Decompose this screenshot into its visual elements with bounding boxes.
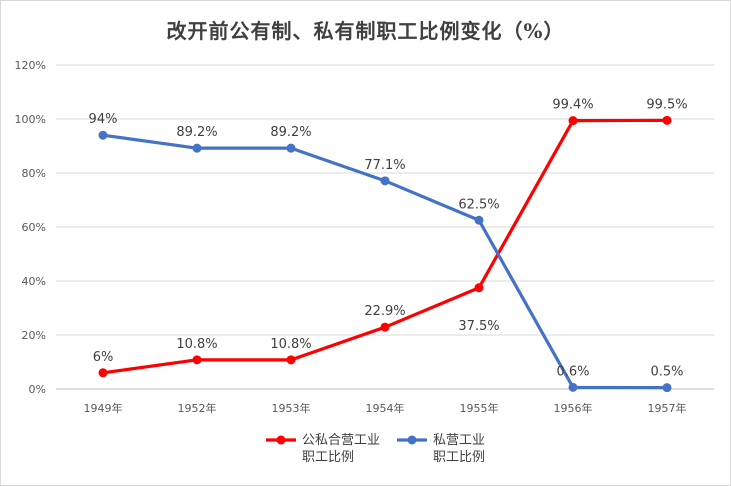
x-tick-label: 1957年 — [648, 401, 687, 415]
data-label: 99.4% — [552, 98, 593, 113]
x-axis-tick-labels: 1949年 1952年 1953年 1954年 1955年 1956年 1957年 — [84, 401, 687, 415]
y-axis-tick-labels: 0% 20% 40% 60% 80% 100% 120% — [15, 59, 46, 396]
x-tick-label: 1953年 — [272, 401, 311, 415]
data-point — [474, 215, 484, 225]
data-point — [286, 143, 296, 153]
y-tick-label: 120% — [15, 59, 46, 72]
data-point — [474, 283, 484, 293]
legend-label: 公私合营工业 — [302, 433, 380, 448]
legend-label: 私营工业 — [433, 433, 485, 448]
data-labels: 6% 10.8% 10.8% 22.9% 37.5% 99.4% 99.5% 94% 89.2%… — [89, 97, 688, 379]
data-point — [98, 368, 108, 378]
data-label: 10.8% — [270, 337, 311, 352]
x-tick-label: 1956年 — [554, 401, 593, 415]
data-label: 6% — [93, 350, 114, 365]
legend-label: 职工比例 — [302, 450, 354, 465]
series-lines — [98, 115, 672, 393]
data-label: 62.5% — [458, 197, 499, 212]
x-tick-label: 1954年 — [366, 401, 405, 415]
data-point — [662, 383, 672, 393]
data-label: 0.5% — [650, 365, 683, 380]
legend-label: 职工比例 — [433, 450, 485, 465]
gridlines — [56, 64, 714, 390]
x-tick-label: 1949年 — [84, 401, 123, 415]
data-label: 89.2% — [176, 125, 217, 140]
y-tick-label: 100% — [15, 113, 46, 126]
data-label: 77.1% — [364, 158, 405, 173]
y-tick-label: 0% — [29, 383, 46, 396]
data-point — [568, 382, 578, 392]
x-tick-label: 1952年 — [178, 401, 217, 415]
x-tick-label: 1955年 — [460, 401, 499, 415]
data-point — [192, 355, 202, 365]
data-label: 22.9% — [364, 304, 405, 319]
legend-swatch-marker — [407, 435, 417, 445]
data-label: 0.6% — [556, 364, 589, 379]
y-tick-label: 80% — [22, 167, 46, 180]
data-point — [662, 115, 672, 125]
data-label: 89.2% — [270, 125, 311, 140]
data-point — [380, 322, 390, 332]
data-point — [98, 130, 108, 140]
data-label: 99.5% — [646, 97, 687, 112]
legend-swatch-marker — [276, 435, 286, 445]
data-point — [380, 176, 390, 186]
data-point — [286, 355, 296, 365]
y-tick-label: 20% — [22, 329, 46, 342]
data-label: 37.5% — [458, 319, 499, 334]
data-label: 10.8% — [176, 337, 217, 352]
data-point — [568, 116, 578, 126]
y-tick-label: 60% — [22, 221, 46, 234]
chart-title: 改开前公有制、私有制职工比例变化（%） — [166, 19, 565, 43]
data-point — [192, 143, 202, 153]
data-label: 94% — [89, 112, 118, 127]
y-tick-label: 40% — [22, 275, 46, 288]
